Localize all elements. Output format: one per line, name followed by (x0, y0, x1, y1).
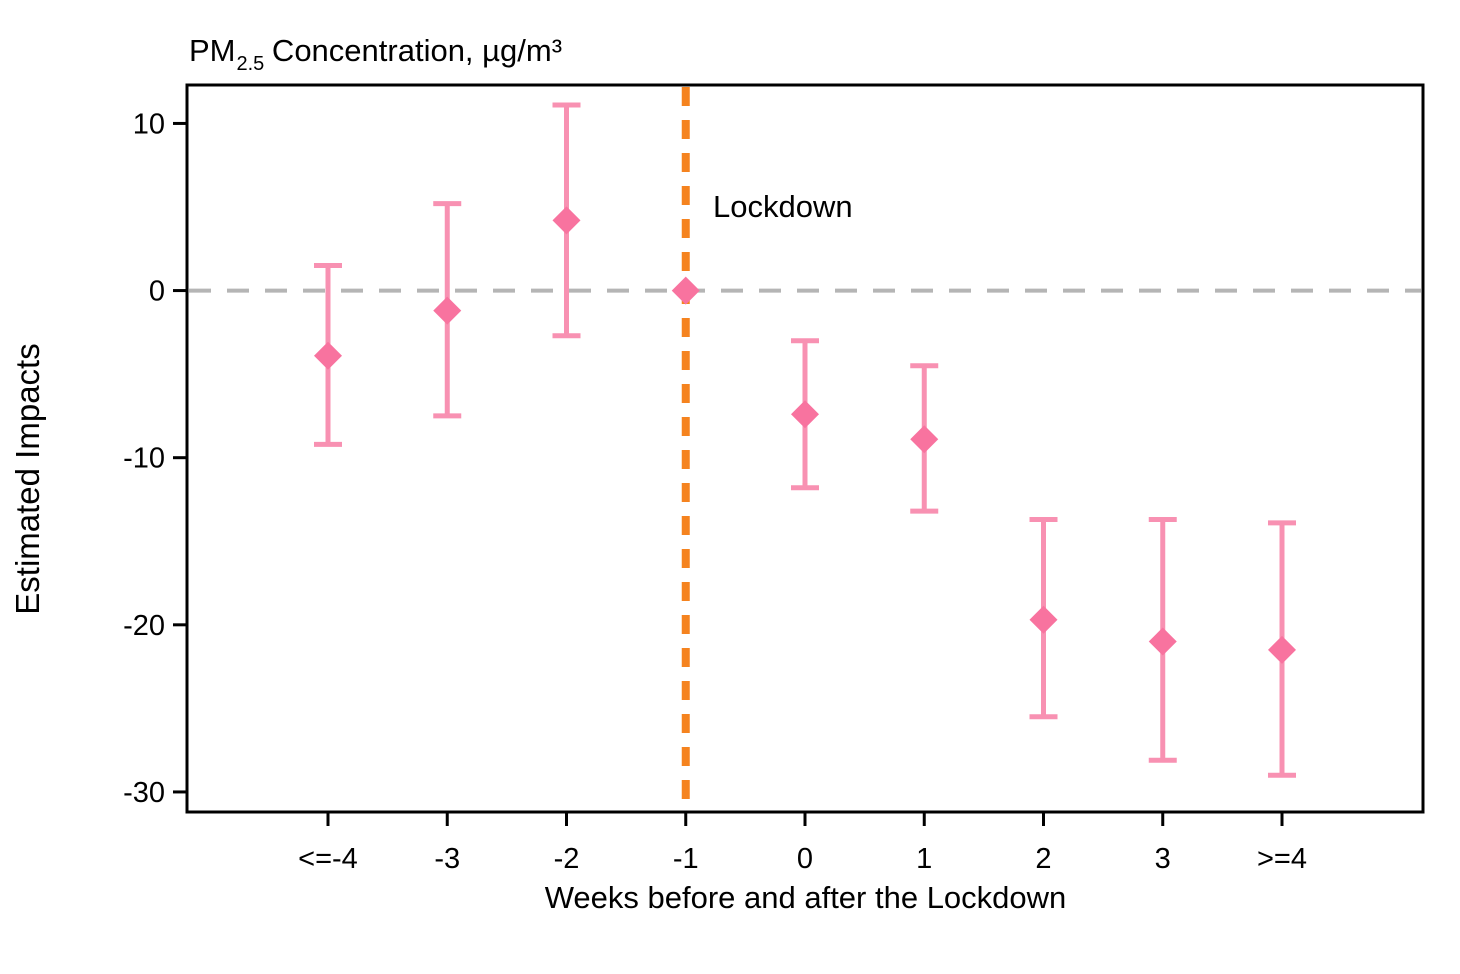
point-marker (314, 341, 342, 370)
chart-title-suffix: Concentration, µg/m³ (263, 33, 563, 68)
chart-title-prefix: PM (189, 33, 236, 68)
y-tick-label: -20 (123, 610, 165, 642)
x-tick-label: 3 (1155, 843, 1171, 875)
x-tick-label: 0 (797, 843, 813, 875)
point-marker (1268, 635, 1296, 664)
point-marker (1029, 605, 1058, 634)
y-tick-label: 10 (133, 108, 165, 140)
y-tick-label: 0 (149, 276, 165, 308)
x-tick-label: -2 (554, 843, 580, 875)
point-marker (1148, 627, 1177, 656)
x-tick-label: -3 (434, 843, 460, 875)
x-axis-label: Weeks before and after the Lockdown (544, 880, 1067, 915)
x-tick-label: 1 (916, 843, 932, 875)
x-tick-label: >=4 (1257, 843, 1307, 875)
point-marker (671, 276, 700, 305)
x-tick-label: 2 (1035, 843, 1051, 875)
point-marker (791, 400, 819, 429)
chart-title-subscript: 2.5 (236, 53, 265, 75)
x-tick-label: -1 (673, 843, 699, 875)
lockdown-annotation: Lockdown (713, 189, 853, 224)
point-marker (433, 296, 462, 325)
chart-title: PM2.5 Concentration, µg/m³ (189, 33, 563, 75)
point-marker (552, 206, 581, 235)
y-tick-label: -10 (123, 443, 165, 475)
point-marker (910, 425, 939, 454)
x-tick-label: <=-4 (298, 843, 358, 875)
y-tick-label: -30 (123, 777, 165, 809)
